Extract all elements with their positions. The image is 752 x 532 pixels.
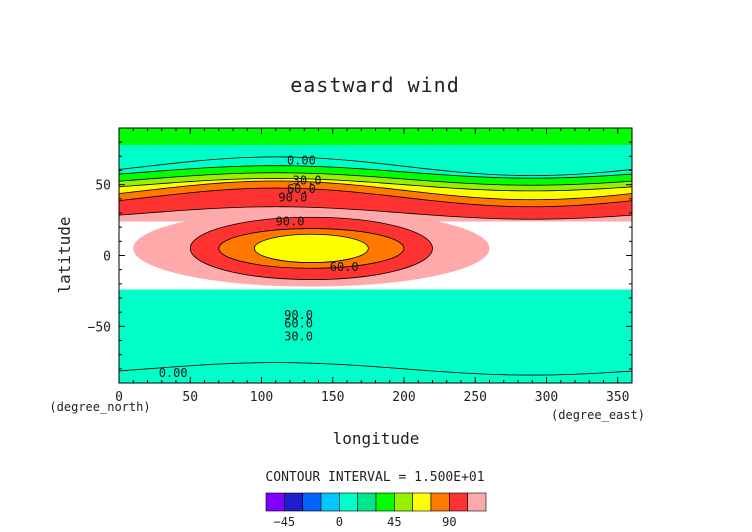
- contour-label: 60.0: [284, 317, 313, 331]
- colorbar-tick-label: 90: [442, 515, 456, 529]
- chart-title: eastward wind: [290, 73, 460, 97]
- contour-label: 0.00: [287, 154, 316, 168]
- x-tick-label: 250: [464, 390, 487, 405]
- colorbar-swatch: [339, 492, 358, 512]
- plot-area: 0.0030.060.090.090.060.090.060.030.00.00…: [88, 127, 633, 405]
- contour-label: 90.0: [278, 190, 307, 204]
- contour-label: 60.0: [287, 182, 316, 196]
- colorbar-tick-label: −45: [273, 515, 295, 529]
- contour-interval-text: CONTOUR INTERVAL = 1.500E+01: [265, 470, 484, 485]
- colorbar: −45 0 45 90: [265, 492, 487, 529]
- y-tick-label: 50: [95, 179, 111, 194]
- jet-core-ring-135: [253, 233, 369, 263]
- colorbar-swatch: [357, 492, 377, 512]
- x-tick-label: 200: [392, 390, 415, 405]
- colorbar-swatch: [449, 492, 468, 512]
- y-axis-label: latitude: [55, 216, 74, 293]
- y-tick-label: 0: [103, 250, 111, 265]
- colorbar-swatch: [265, 492, 285, 512]
- contour-label: 90.0: [284, 308, 313, 322]
- x-tick-label: 0: [115, 390, 123, 405]
- colorbar-swatch: [430, 492, 450, 512]
- contour-label: 0.00: [159, 366, 188, 380]
- colorbar-swatch: [302, 492, 322, 512]
- north-cap: [119, 128, 632, 145]
- x-tick-label: 50: [182, 390, 198, 405]
- colorbar-swatch: [284, 492, 303, 512]
- x-tick-label: 300: [535, 390, 558, 405]
- x-tick-label: 100: [250, 390, 273, 405]
- colorbar-swatch: [412, 492, 432, 512]
- colorbar-tick-label: 0: [336, 515, 343, 529]
- colorbar-tick-label: 45: [387, 515, 401, 529]
- y-tick-label: −50: [88, 320, 111, 335]
- north-cap-cyan: [119, 145, 632, 157]
- x-tick-label: 150: [321, 390, 344, 405]
- x-axis-label: longitude: [333, 429, 420, 448]
- contour-label: 90.0: [276, 215, 305, 229]
- colorbar-swatch: [375, 492, 395, 512]
- contour-label: 30.0: [284, 329, 313, 343]
- contour-label: 30.0: [293, 173, 322, 187]
- colorbar-swatch: [394, 492, 413, 512]
- colorbar-swatch: [467, 492, 487, 512]
- y-unit-label: (degree_north): [49, 400, 150, 414]
- x-unit-label: (degree_east): [551, 408, 645, 422]
- colorbar-swatch: [320, 492, 340, 512]
- contour-label: 60.0: [330, 260, 359, 274]
- x-tick-label: 350: [606, 390, 629, 405]
